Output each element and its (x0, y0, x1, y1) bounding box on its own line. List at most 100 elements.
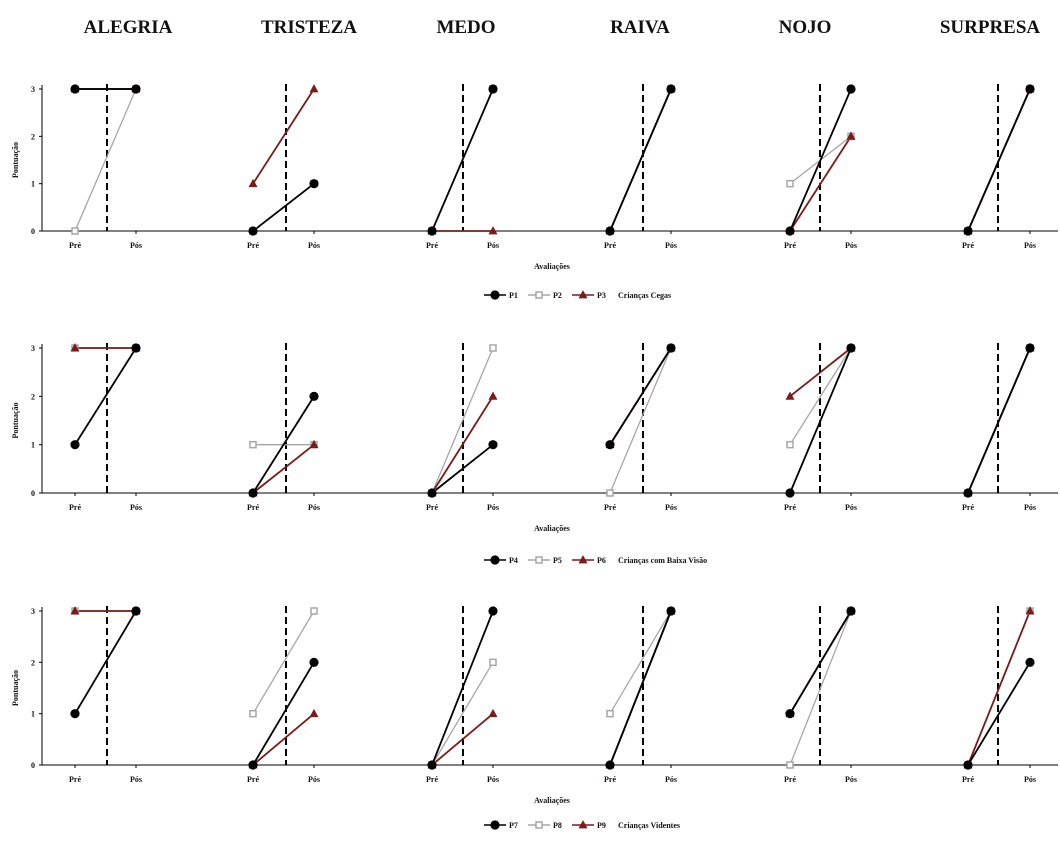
y-axis-label: Pontuação (11, 142, 20, 178)
data-point-p6 (785, 391, 795, 400)
data-point-p7 (248, 760, 258, 770)
chart-row-2: 0 1 2 3 Pontuação Avaliações Pré Pós Pré Pós Pré Pó… (11, 343, 1058, 565)
data-point-p5 (489, 344, 497, 352)
x-tick-label: Pós (1024, 241, 1036, 250)
x-tick-label: Pré (69, 503, 81, 512)
x-tick-label: Pré (69, 775, 81, 784)
x-tick-label: Pós (130, 241, 142, 250)
legend-marker-p7 (490, 820, 500, 830)
legend-label-p3: P3 (597, 291, 606, 300)
data-point-p4 (248, 488, 258, 498)
y-tick-label: 2 (31, 392, 35, 401)
legend-marker-p6 (578, 555, 588, 564)
x-tick-label: Pré (604, 775, 616, 784)
legend-label-p7: P7 (509, 821, 518, 830)
legend-label-p2: P2 (553, 291, 562, 300)
x-tick-label: Pós (130, 775, 142, 784)
legend-marker-p1 (490, 290, 500, 300)
x-tick-label: Pós (487, 503, 499, 512)
data-point-p8 (310, 607, 318, 615)
x-tick-label: Pré (604, 241, 616, 250)
y-tick-label: 2 (31, 132, 35, 141)
data-point-p1 (248, 226, 258, 236)
emotion-title-surpresa: SURPRESA (940, 17, 1041, 38)
x-tick-label: Pré (784, 775, 796, 784)
data-point-p9 (309, 708, 319, 718)
x-tick-label: Pré (426, 503, 438, 512)
series-line-p1 (609, 88, 672, 232)
emotion-title-raiva: RAIVA (610, 17, 670, 38)
series-line-p7 (967, 661, 1031, 766)
legend-label-p9: P9 (597, 821, 606, 830)
series-line-p6 (431, 395, 494, 494)
data-point-p2 (786, 179, 794, 188)
data-point-p4 (427, 488, 437, 498)
series-line-p4 (789, 347, 852, 494)
data-point-p1 (605, 226, 615, 236)
series-line-p8 (252, 610, 315, 714)
series-line-p7 (609, 610, 672, 766)
data-point-p1 (1025, 84, 1035, 94)
series-line-p5 (789, 347, 852, 446)
series-line-p7 (431, 610, 494, 766)
x-tick-label: Pré (784, 503, 796, 512)
x-tick-label: Pós (845, 241, 857, 250)
data-point-p4 (1025, 343, 1035, 353)
x-tick-label: Pré (426, 241, 438, 250)
data-point-p4 (309, 391, 319, 401)
x-tick-label: Pós (308, 241, 320, 250)
data-point-p7 (131, 606, 141, 616)
data-point-p3 (846, 131, 856, 140)
data-point-p7 (785, 709, 795, 719)
data-point-p5 (249, 440, 257, 449)
data-point-p4 (846, 343, 856, 353)
series-line-p1 (431, 88, 494, 232)
series-line-p6 (252, 443, 315, 494)
x-tick-label: Pré (604, 503, 616, 512)
emotion-title-alegria: ALEGRIA (84, 17, 173, 38)
data-point-p6 (309, 439, 319, 449)
x-axis-label: Avaliações (534, 262, 570, 271)
legend-label-p6: P6 (597, 556, 606, 565)
legend-marker-p2 (535, 291, 543, 299)
legend-marker-p4 (490, 555, 500, 565)
series-line-p1 (789, 88, 852, 232)
data-point-p4 (605, 440, 615, 450)
y-axis-label: Pontuação (11, 670, 20, 706)
series-line-p1 (967, 88, 1031, 232)
data-point-p4 (666, 343, 676, 353)
legend: P7 P8 P9 Crianças Videntes (484, 820, 680, 830)
x-tick-label: Pós (1024, 775, 1036, 784)
emotion-title-tristeza: TRISTEZA (261, 17, 357, 38)
data-point-p8 (489, 658, 497, 667)
x-tick-label: Pré (784, 241, 796, 250)
data-point-p7 (846, 606, 856, 616)
series-line-p6 (789, 347, 852, 398)
x-tick-label: Pré (69, 241, 81, 250)
y-tick-label: 1 (31, 441, 35, 450)
data-point-p8 (249, 709, 257, 718)
series-line-p7 (252, 661, 315, 766)
series-line-p3 (252, 88, 315, 185)
data-point-p8 (606, 709, 614, 718)
x-tick-label: Pós (665, 775, 677, 784)
data-point-p1 (70, 84, 80, 94)
legend: P4 P5 P6 Crianças com Baixa Visão (484, 555, 707, 565)
x-tick-label: Pós (308, 775, 320, 784)
series-line-p4 (609, 347, 672, 446)
data-point-p1 (666, 84, 676, 94)
x-tick-label: Pós (1024, 503, 1036, 512)
x-tick-label: Pré (247, 241, 259, 250)
data-point-p6 (488, 391, 498, 400)
legend-label-p5: P5 (553, 556, 562, 565)
series-line-p8 (609, 610, 672, 714)
x-axis-label: Avaliações (534, 524, 570, 533)
x-tick-label: Pré (962, 503, 974, 512)
data-point-p9 (70, 606, 80, 615)
data-point-p5 (786, 440, 794, 449)
data-point-p1 (846, 84, 856, 94)
data-point-p7 (605, 760, 615, 770)
x-tick-label: Pós (665, 241, 677, 250)
data-point-p7 (666, 606, 676, 616)
